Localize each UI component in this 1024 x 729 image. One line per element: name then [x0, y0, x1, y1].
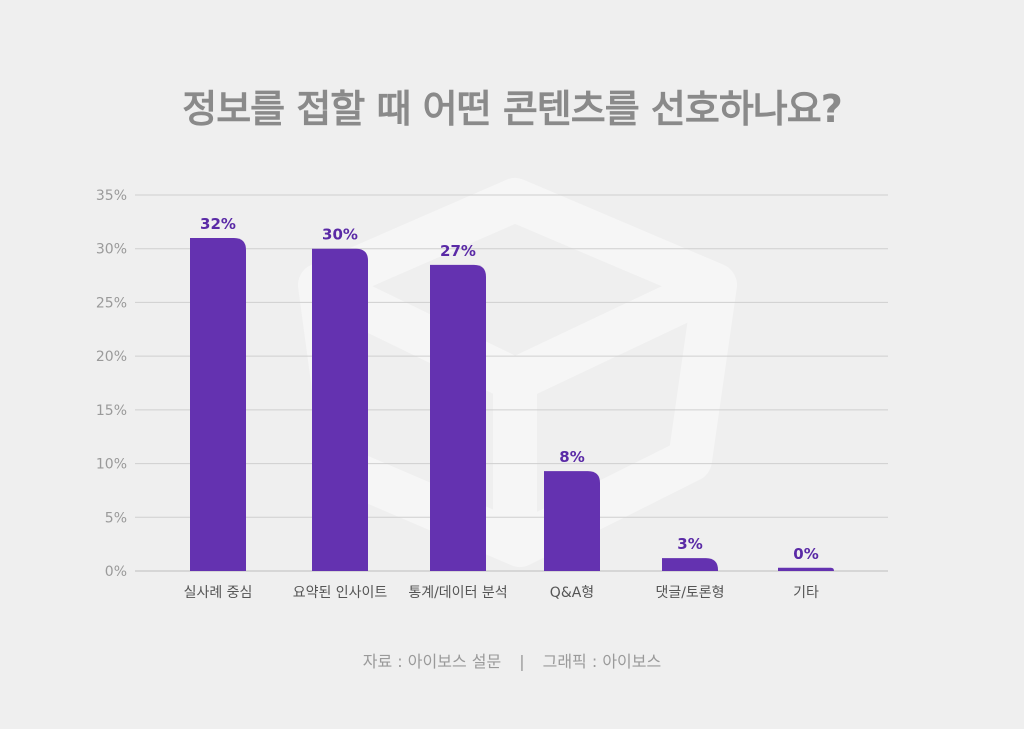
y-tick-label: 30%	[96, 242, 127, 258]
bar	[312, 248, 368, 571]
credit-separator: |	[519, 652, 525, 671]
category-label: 댓글/토론형	[655, 585, 724, 601]
bar	[190, 237, 246, 571]
y-axis-ticks: 0% 5% 10% 15% 20% 25% 30% 35%	[96, 188, 127, 580]
y-tick-label: 25%	[96, 295, 127, 311]
bar	[662, 558, 718, 571]
bar-value-label: 30%	[322, 226, 358, 244]
category-label: Q&A형	[550, 585, 594, 601]
bar-value-label: 32%	[200, 215, 236, 233]
category-labels: 실사례 중심 요약된 인사이트 통계/데이터 분석 Q&A형 댓글/토론형 기타	[184, 585, 819, 601]
bar-value-label: 0%	[793, 545, 818, 563]
data-credit: 자료 : 아이보스 설문	[362, 652, 502, 671]
y-tick-label: 35%	[96, 188, 127, 204]
bar	[430, 264, 486, 571]
category-label: 기타	[793, 585, 819, 601]
y-tick-label: 0%	[105, 564, 127, 580]
value-labels: 32% 30% 27% 8% 3% 0%	[200, 215, 819, 563]
bar-value-label: 3%	[677, 535, 702, 553]
y-tick-label: 5%	[105, 510, 127, 526]
bar-value-label: 8%	[559, 448, 584, 466]
category-label: 통계/데이터 분석	[408, 585, 507, 601]
category-label: 요약된 인사이트	[293, 585, 388, 601]
chart-title: 정보를 접할 때 어떤 콘텐츠를 선호하나요?	[182, 87, 843, 131]
grid-lines	[135, 194, 888, 572]
y-tick-label: 10%	[96, 457, 127, 473]
y-tick-label: 20%	[96, 349, 127, 365]
bar	[778, 567, 834, 571]
category-label: 실사례 중심	[184, 585, 253, 601]
y-tick-label: 15%	[96, 403, 127, 419]
bar	[544, 471, 600, 571]
source-credits: 자료 : 아이보스 설문 | 그래픽 : 아이보스	[0, 648, 1024, 672]
graphic-credit: 그래픽 : 아이보스	[542, 652, 662, 671]
bars	[190, 237, 834, 571]
bar-value-label: 27%	[440, 242, 476, 260]
